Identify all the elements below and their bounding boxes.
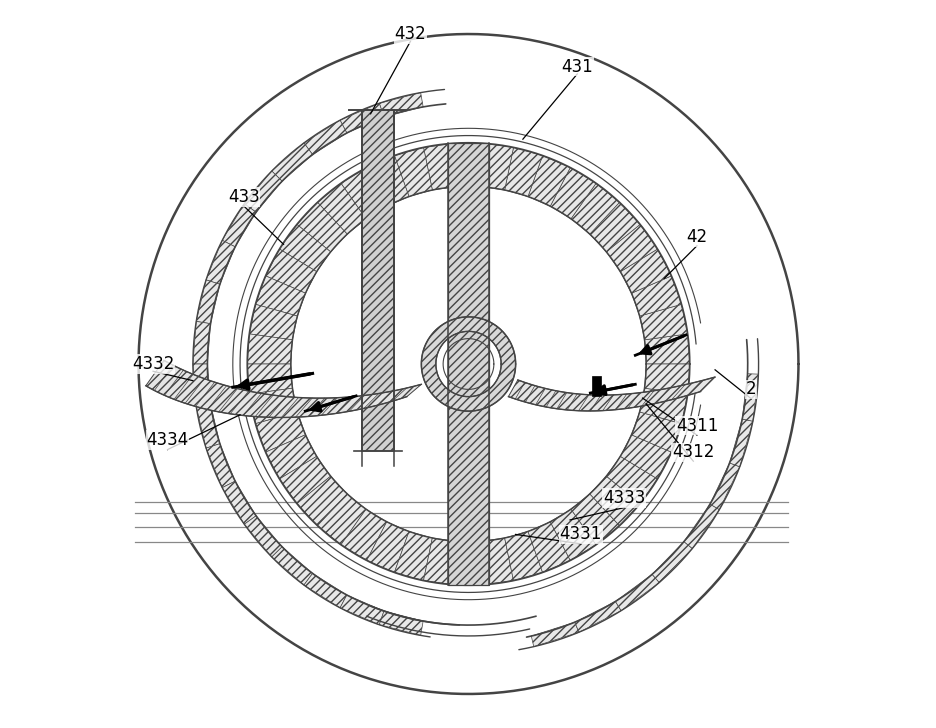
Polygon shape <box>729 419 753 467</box>
Polygon shape <box>570 183 619 234</box>
Text: 4332: 4332 <box>132 355 174 373</box>
Polygon shape <box>615 574 659 611</box>
Polygon shape <box>341 509 387 561</box>
Polygon shape <box>193 322 211 364</box>
Polygon shape <box>606 456 657 504</box>
Polygon shape <box>549 167 595 219</box>
Polygon shape <box>366 522 408 572</box>
Polygon shape <box>631 276 680 316</box>
Text: 4333: 4333 <box>603 489 645 507</box>
Text: 4331: 4331 <box>559 526 602 543</box>
Polygon shape <box>631 412 680 452</box>
Polygon shape <box>247 334 292 364</box>
Polygon shape <box>394 148 431 197</box>
Polygon shape <box>644 364 689 394</box>
Polygon shape <box>592 376 601 396</box>
Polygon shape <box>574 601 621 632</box>
Polygon shape <box>317 494 366 545</box>
Polygon shape <box>644 334 689 364</box>
Polygon shape <box>505 531 542 580</box>
Polygon shape <box>589 202 639 252</box>
Polygon shape <box>620 435 671 479</box>
Polygon shape <box>379 92 423 117</box>
Polygon shape <box>606 224 657 272</box>
Polygon shape <box>361 110 393 451</box>
Polygon shape <box>620 249 671 293</box>
Text: 2: 2 <box>745 381 756 398</box>
Polygon shape <box>453 143 483 187</box>
Polygon shape <box>244 516 282 557</box>
Polygon shape <box>505 148 542 197</box>
Polygon shape <box>303 574 346 608</box>
Polygon shape <box>528 156 570 206</box>
Polygon shape <box>741 373 757 422</box>
Polygon shape <box>340 595 384 625</box>
Polygon shape <box>394 531 431 580</box>
Polygon shape <box>303 120 346 154</box>
Polygon shape <box>206 240 235 285</box>
Polygon shape <box>271 143 313 181</box>
Polygon shape <box>709 463 739 510</box>
Polygon shape <box>651 542 692 582</box>
Polygon shape <box>256 276 305 316</box>
Polygon shape <box>206 443 235 488</box>
Polygon shape <box>279 224 330 272</box>
Text: 433: 433 <box>227 189 259 206</box>
Polygon shape <box>222 204 256 247</box>
Polygon shape <box>317 183 366 234</box>
Text: 4312: 4312 <box>671 443 714 462</box>
Polygon shape <box>639 388 687 424</box>
Polygon shape <box>589 476 639 526</box>
Polygon shape <box>196 280 220 324</box>
Polygon shape <box>683 504 719 548</box>
Polygon shape <box>249 388 297 424</box>
Polygon shape <box>193 364 211 406</box>
Polygon shape <box>379 611 423 636</box>
Polygon shape <box>271 547 313 585</box>
Polygon shape <box>341 167 387 219</box>
Polygon shape <box>265 249 316 293</box>
Wedge shape <box>421 317 515 411</box>
Polygon shape <box>340 103 384 133</box>
Polygon shape <box>639 304 687 340</box>
Polygon shape <box>549 509 595 561</box>
Polygon shape <box>244 171 282 212</box>
Polygon shape <box>249 304 297 340</box>
Polygon shape <box>570 494 619 545</box>
Polygon shape <box>531 622 578 646</box>
Polygon shape <box>447 143 489 585</box>
Polygon shape <box>528 522 570 572</box>
Polygon shape <box>279 456 330 504</box>
Text: 42: 42 <box>686 228 707 246</box>
Polygon shape <box>256 412 305 452</box>
Text: 432: 432 <box>394 25 426 43</box>
Text: 4334: 4334 <box>146 431 188 449</box>
Polygon shape <box>480 143 513 190</box>
Polygon shape <box>146 360 421 417</box>
Polygon shape <box>423 143 456 190</box>
Polygon shape <box>423 538 456 585</box>
Polygon shape <box>297 202 347 252</box>
Polygon shape <box>196 404 220 448</box>
Polygon shape <box>247 364 292 394</box>
Polygon shape <box>366 156 408 206</box>
Polygon shape <box>297 476 347 526</box>
Text: 4311: 4311 <box>675 416 717 435</box>
Polygon shape <box>453 541 483 585</box>
Polygon shape <box>480 538 513 585</box>
Polygon shape <box>508 377 714 411</box>
Text: 431: 431 <box>561 58 592 76</box>
Polygon shape <box>265 435 316 479</box>
Polygon shape <box>222 481 256 524</box>
